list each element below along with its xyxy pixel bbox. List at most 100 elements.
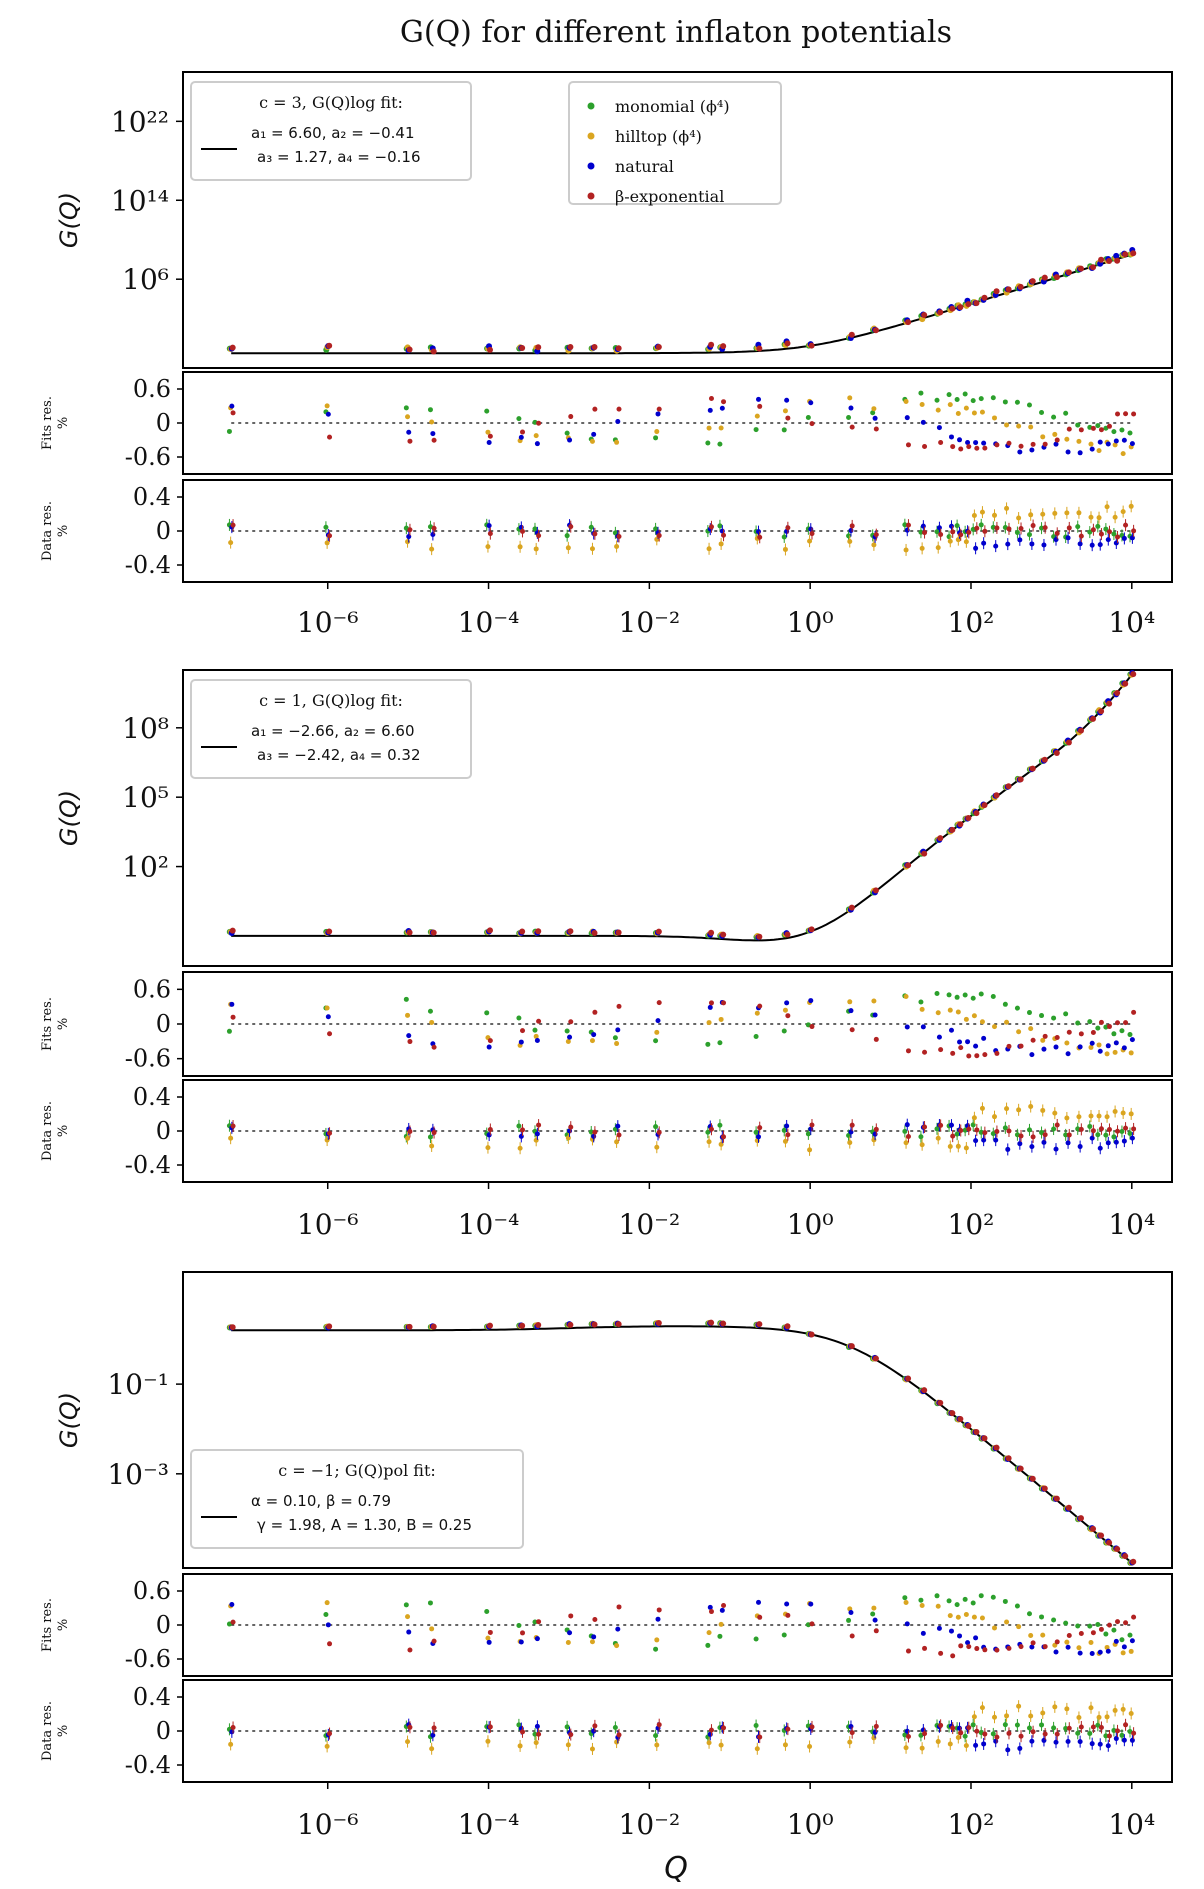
residual-point-natural	[920, 1024, 926, 1030]
y-axis-label: G(Q)	[55, 1392, 83, 1448]
residual-point-natural	[973, 545, 979, 551]
residual-point-beta	[922, 1049, 928, 1055]
residual-point-hilltop	[1120, 509, 1126, 515]
residual-point-natural	[655, 1616, 661, 1622]
residual-point-beta	[1042, 525, 1048, 531]
residual-point-hilltop	[718, 425, 724, 431]
residual-point-natural	[948, 1122, 954, 1128]
residual-point-monomial	[427, 1134, 433, 1140]
residual-point-monomial	[427, 1600, 433, 1606]
residual-point-monomial	[990, 1731, 996, 1737]
residual-point-hilltop	[324, 1137, 330, 1143]
fit-params-1: α = 0.10, β = 0.79	[251, 1492, 391, 1510]
fit-legend-box	[190, 1449, 524, 1549]
residual-point-monomial	[1087, 1623, 1093, 1629]
residual-point-hilltop	[979, 1705, 985, 1711]
residual-tick-label: 0.6	[133, 975, 171, 1003]
x-tick-label: 10⁴	[1108, 1208, 1155, 1241]
residual-point-beta	[958, 446, 964, 452]
residual-point-natural	[1097, 1741, 1103, 1747]
residual-point-hilltop	[1016, 1703, 1022, 1709]
data-point-beta	[1090, 1525, 1097, 1532]
residual-point-beta	[1090, 1029, 1096, 1035]
data-point-beta	[535, 928, 542, 935]
residual-point-monomial	[978, 1129, 984, 1135]
residual-point-beta	[757, 1614, 763, 1620]
residual-point-beta	[1006, 1730, 1012, 1736]
residual-point-beta	[568, 1019, 574, 1025]
residual-point-natural	[1105, 1648, 1111, 1654]
residual-point-natural	[1041, 1737, 1047, 1743]
residual-point-monomial	[1095, 1622, 1101, 1628]
residual-point-beta	[520, 429, 526, 435]
residual-point-hilltop	[1004, 1619, 1010, 1625]
residual-point-natural	[406, 1033, 412, 1039]
residual-point-hilltop	[992, 512, 998, 518]
residual-point-beta	[1131, 1126, 1137, 1132]
data-point-beta	[965, 301, 972, 308]
residual-point-monomial	[946, 1598, 952, 1604]
residual-point-hilltop	[1052, 510, 1058, 516]
residual-point-natural	[591, 1032, 597, 1038]
residual-point-monomial	[1111, 1031, 1117, 1037]
residual-point-monomial	[1051, 1126, 1057, 1132]
data-point-beta	[486, 927, 493, 934]
residual-point-hilltop	[614, 1643, 620, 1649]
residual-point-monomial	[1002, 1001, 1008, 1007]
residual-point-hilltop	[992, 1625, 998, 1631]
residual-point-beta	[1018, 1043, 1024, 1049]
residual-point-monomial	[870, 410, 876, 416]
residual-point-monomial	[1063, 1620, 1069, 1626]
residual-point-beta	[982, 1731, 988, 1737]
residual-point-beta	[1131, 1009, 1137, 1015]
residual-point-beta	[1115, 1128, 1121, 1134]
residual-point-beta	[809, 421, 815, 427]
residual-point-monomial	[1014, 530, 1020, 536]
residual-point-natural	[1017, 1141, 1023, 1147]
residual-point-hilltop	[807, 538, 813, 544]
residual-point-monomial	[1103, 1132, 1109, 1138]
residual-point-beta	[994, 1050, 1000, 1056]
residual-point-beta	[1131, 411, 1137, 417]
residual-point-hilltop	[935, 1739, 941, 1745]
residual-point-monomial	[705, 440, 711, 446]
residual-point-hilltop	[1112, 514, 1118, 520]
data-residual-label: Data res.	[40, 501, 55, 561]
residual-point-beta	[757, 1125, 763, 1131]
residual-point-monomial	[484, 408, 490, 414]
residual-point-beta	[656, 1722, 662, 1728]
residual-point-hilltop	[847, 538, 853, 544]
residual-point-natural	[1005, 1747, 1011, 1753]
residual-point-monomial	[970, 995, 976, 1001]
data-point-beta	[973, 300, 980, 307]
residual-point-hilltop	[1064, 1639, 1070, 1645]
residual-point-monomial	[753, 1636, 759, 1642]
residual-point-hilltop	[429, 1143, 435, 1149]
residual-point-hilltop	[1076, 1714, 1082, 1720]
data-point-beta	[965, 1422, 972, 1429]
residual-point-beta	[327, 533, 333, 539]
residual-point-natural	[936, 525, 942, 531]
residual-point-natural	[872, 1131, 878, 1137]
residual-point-natural	[981, 1035, 987, 1041]
residual-point-natural	[1097, 1145, 1103, 1151]
residual-point-monomial	[653, 1733, 659, 1739]
residual-point-hilltop	[1120, 451, 1126, 457]
legend-marker-hilltop	[587, 132, 595, 140]
residual-point-monomial	[532, 1027, 538, 1033]
residual-point-beta	[785, 525, 791, 531]
x-tick-label: 10⁻⁴	[458, 1808, 520, 1841]
residual-point-beta	[1115, 1619, 1121, 1625]
residual-point-monomial	[1075, 1020, 1081, 1026]
residual-point-hilltop	[1096, 1042, 1102, 1048]
data-point-beta	[756, 933, 763, 940]
residual-point-beta	[922, 443, 928, 449]
residual-point-beta	[536, 1018, 542, 1024]
residual-point-monomial	[1039, 1722, 1045, 1728]
residual-point-natural	[1065, 535, 1071, 541]
residual-point-monomial	[403, 1602, 409, 1608]
data-point-beta	[1017, 1465, 1024, 1472]
residual-point-beta	[809, 1122, 815, 1128]
residual-point-monomial	[753, 1129, 759, 1135]
residual-point-monomial	[1026, 1010, 1032, 1016]
